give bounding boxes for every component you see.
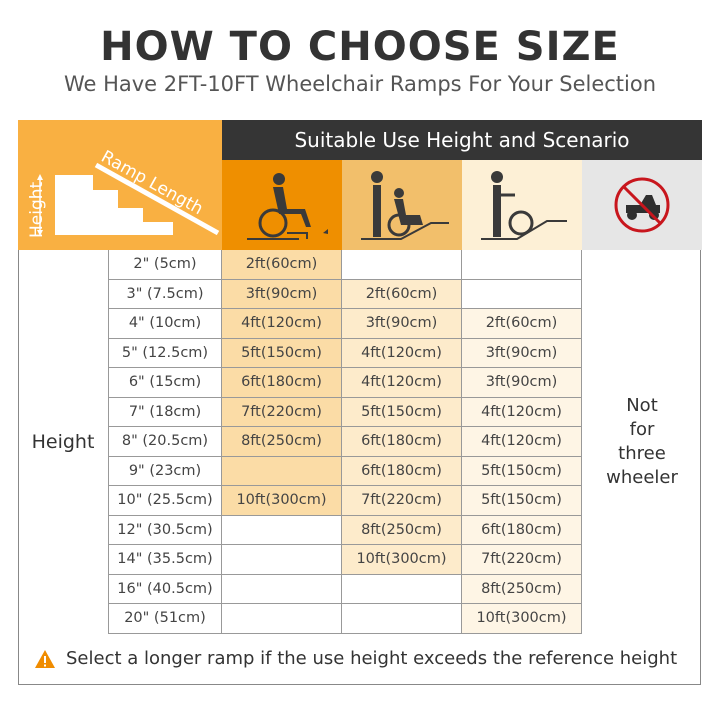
height-cell: 14" (35.5cm) [108, 545, 222, 575]
ramp-length-cell: 4ft(120cm) [462, 397, 582, 427]
ramp-length-cell: 3ft(90cm) [222, 279, 342, 309]
ramp-length-cell: 6ft(180cm) [342, 456, 462, 486]
ramp-length-cell: 3ft(90cm) [462, 368, 582, 398]
ramp-length-cell [222, 574, 342, 604]
ramp-length-cell: 5ft(150cm) [462, 456, 582, 486]
ramp-length-cell: 8ft(250cm) [462, 574, 582, 604]
ramp-length-cell [342, 574, 462, 604]
ramp-length-cell [222, 456, 342, 486]
height-cell: 16" (40.5cm) [108, 574, 222, 604]
warning-note: Select a longer ramp if the use height e… [34, 648, 704, 669]
ramp-length-cell: 2ft(60cm) [462, 309, 582, 339]
ramp-length-cell: 4ft(120cm) [462, 427, 582, 457]
ramp-length-cell: 10ft(300cm) [462, 604, 582, 634]
no-scooter-icon [614, 177, 670, 233]
table-row: 8" (20.5cm) 8ft(250cm) 6ft(180cm) 4ft(120cm… [108, 427, 582, 457]
height-cell: 9" (23cm) [108, 456, 222, 486]
table-row: 5" (12.5cm) 5ft(150cm) 4ft(120cm) 3ft(90cm) [108, 338, 582, 368]
ramp-length-cell: 5ft(150cm) [342, 397, 462, 427]
table-row: 2" (5cm) 2ft(60cm) [108, 250, 582, 280]
ramp-length-cell [462, 250, 582, 280]
height-cell: 10" (25.5cm) [108, 486, 222, 516]
ramp-length-cell: 6ft(180cm) [222, 368, 342, 398]
ramp-length-cell [342, 604, 462, 634]
ramp-length-cell: 5ft(150cm) [222, 338, 342, 368]
table-row: 3" (7.5cm) 3ft(90cm) 2ft(60cm) [108, 279, 582, 309]
table-row: 14" (35.5cm) 10ft(300cm) 7ft(220cm) [108, 545, 582, 575]
ramp-length-cell: 8ft(250cm) [342, 515, 462, 545]
table-row: 9" (23cm) 6ft(180cm) 5ft(150cm) [108, 456, 582, 486]
scenario-1 [222, 160, 342, 250]
table-row: 4" (10cm) 4ft(120cm) 3ft(90cm) 2ft(60cm) [108, 309, 582, 339]
scenario-2 [342, 160, 462, 250]
ramp-length-cell: 4ft(120cm) [342, 338, 462, 368]
table-row: 20" (51cm) 10ft(300cm) [108, 604, 582, 634]
page-title: HOW TO CHOOSE SIZE [100, 24, 620, 70]
ramp-length-cell: 10ft(300cm) [342, 545, 462, 575]
ramp-length-cell: 3ft(90cm) [342, 309, 462, 339]
ramp-length-cell [222, 515, 342, 545]
ramp-length-cell: 7ft(220cm) [462, 545, 582, 575]
ramp-length-cell: 7ft(220cm) [222, 397, 342, 427]
table-row: 16" (40.5cm) 8ft(250cm) [108, 574, 582, 604]
ramp-diagram: Height Ramp Length [18, 120, 222, 250]
pushed-wheelchair-icon [481, 171, 567, 240]
row-label: Height [31, 431, 95, 453]
ramp-length-cell: 3ft(90cm) [462, 338, 582, 368]
height-cell: 20" (51cm) [108, 604, 222, 634]
height-cell: 7" (18cm) [108, 397, 222, 427]
warning-icon [35, 649, 55, 668]
height-cell: 8" (20.5cm) [108, 427, 222, 457]
scenario-header: Suitable Use Height and Scenario [222, 120, 702, 160]
self-propelled-wheelchair-icon [247, 173, 328, 240]
ramp-length-cell: 5ft(150cm) [462, 486, 582, 516]
scenario-4 [582, 160, 702, 250]
height-cell: 4" (10cm) [108, 309, 222, 339]
ramp-length-cell: 2ft(60cm) [222, 250, 342, 280]
ramp-diagram-icon: Height Ramp Length [27, 147, 220, 238]
height-cell: 12" (30.5cm) [108, 515, 222, 545]
height-cell: 5" (12.5cm) [108, 338, 222, 368]
ramp-length-cell: 2ft(60cm) [342, 279, 462, 309]
ramp-length-cell: 10ft(300cm) [222, 486, 342, 516]
scenario-3 [462, 160, 582, 250]
ramp-length-cell: 4ft(120cm) [342, 368, 462, 398]
page-subtitle: We Have 2FT-10FT Wheelchair Ramps For Yo… [63, 72, 657, 96]
table-row: 7" (18cm) 7ft(220cm) 5ft(150cm) 4ft(120cm) [108, 397, 582, 427]
ramp-length-cell: 8ft(250cm) [222, 427, 342, 457]
height-cell: 3" (7.5cm) [108, 279, 222, 309]
ramp-length-cell: 6ft(180cm) [342, 427, 462, 457]
ramp-length-cell [222, 604, 342, 634]
ramp-length-cell: 6ft(180cm) [462, 515, 582, 545]
ramp-length-cell: 4ft(120cm) [222, 309, 342, 339]
ramp-length-cell [342, 250, 462, 280]
table-row: 10" (25.5cm) 10ft(300cm) 7ft(220cm) 5ft(150… [108, 486, 582, 516]
ramp-length-cell [222, 545, 342, 575]
ramp-length-cell [462, 279, 582, 309]
ramp-length-cell: 7ft(220cm) [342, 486, 462, 516]
height-cell: 6" (15cm) [108, 368, 222, 398]
table-row: 6" (15cm) 6ft(180cm) 4ft(120cm) 3ft(90cm) [108, 368, 582, 398]
height-label: Height [27, 181, 47, 238]
assisted-wheelchair-icon [361, 171, 449, 240]
not-for-three-wheeler-note: Not for three wheeler [606, 395, 678, 488]
height-cell: 2" (5cm) [108, 250, 222, 280]
warning-text: Select a longer ramp if the use height e… [66, 648, 678, 669]
table-row: 12" (30.5cm) 8ft(250cm) 6ft(180cm) [108, 515, 582, 545]
